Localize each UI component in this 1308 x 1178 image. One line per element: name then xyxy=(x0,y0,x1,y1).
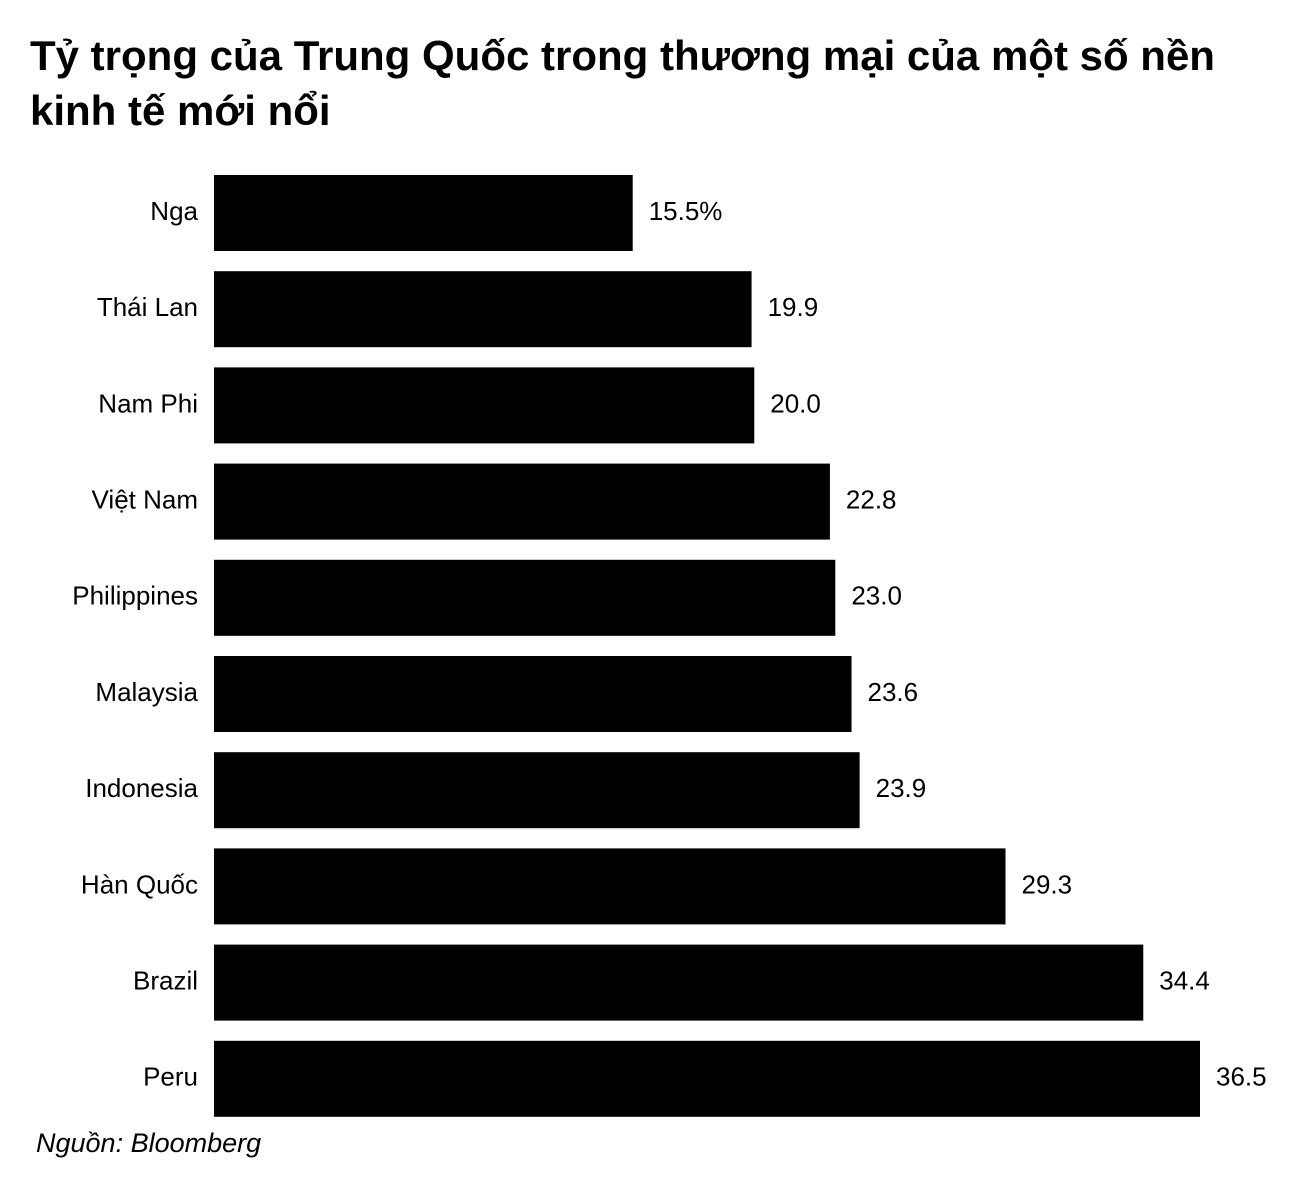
y-tick-label: Thái Lan xyxy=(97,292,198,322)
bar xyxy=(214,656,852,732)
value-label: 23.0 xyxy=(851,581,902,611)
y-tick-label: Hàn Quốc xyxy=(81,869,198,899)
source-note: Nguồn: Bloomberg xyxy=(36,1128,262,1158)
y-tick-label: Malaysia xyxy=(95,677,198,707)
bar xyxy=(214,944,1144,1021)
y-tick-label: Brazil xyxy=(133,965,198,995)
y-tick-label: Philippines xyxy=(72,581,198,611)
value-label: 20.0 xyxy=(770,388,821,418)
value-label: 36.5 xyxy=(1216,1062,1267,1092)
y-tick-label: Nga xyxy=(150,196,198,226)
value-label: 19.9 xyxy=(768,292,819,322)
value-label: 23.9 xyxy=(876,773,927,803)
y-tick-label: Việt Nam xyxy=(92,484,198,514)
value-label: 15.5% xyxy=(649,196,723,226)
bar xyxy=(214,752,860,829)
value-label: 34.4 xyxy=(1159,965,1210,995)
value-label: 22.8 xyxy=(846,484,897,514)
bar xyxy=(214,1040,1200,1117)
y-tick-label: Peru xyxy=(143,1062,198,1092)
value-label: 29.3 xyxy=(1022,869,1073,899)
bar xyxy=(214,463,830,540)
bar xyxy=(214,175,633,251)
bar xyxy=(214,559,836,636)
chart-title: Tỷ trọng của Trung Quốc trong thương mại… xyxy=(30,32,1215,134)
bar xyxy=(214,271,752,348)
value-label: 23.6 xyxy=(868,677,919,707)
y-tick-label: Nam Phi xyxy=(98,388,198,418)
y-tick-label: Indonesia xyxy=(85,773,198,803)
bar xyxy=(214,367,755,444)
bar xyxy=(214,848,1006,925)
